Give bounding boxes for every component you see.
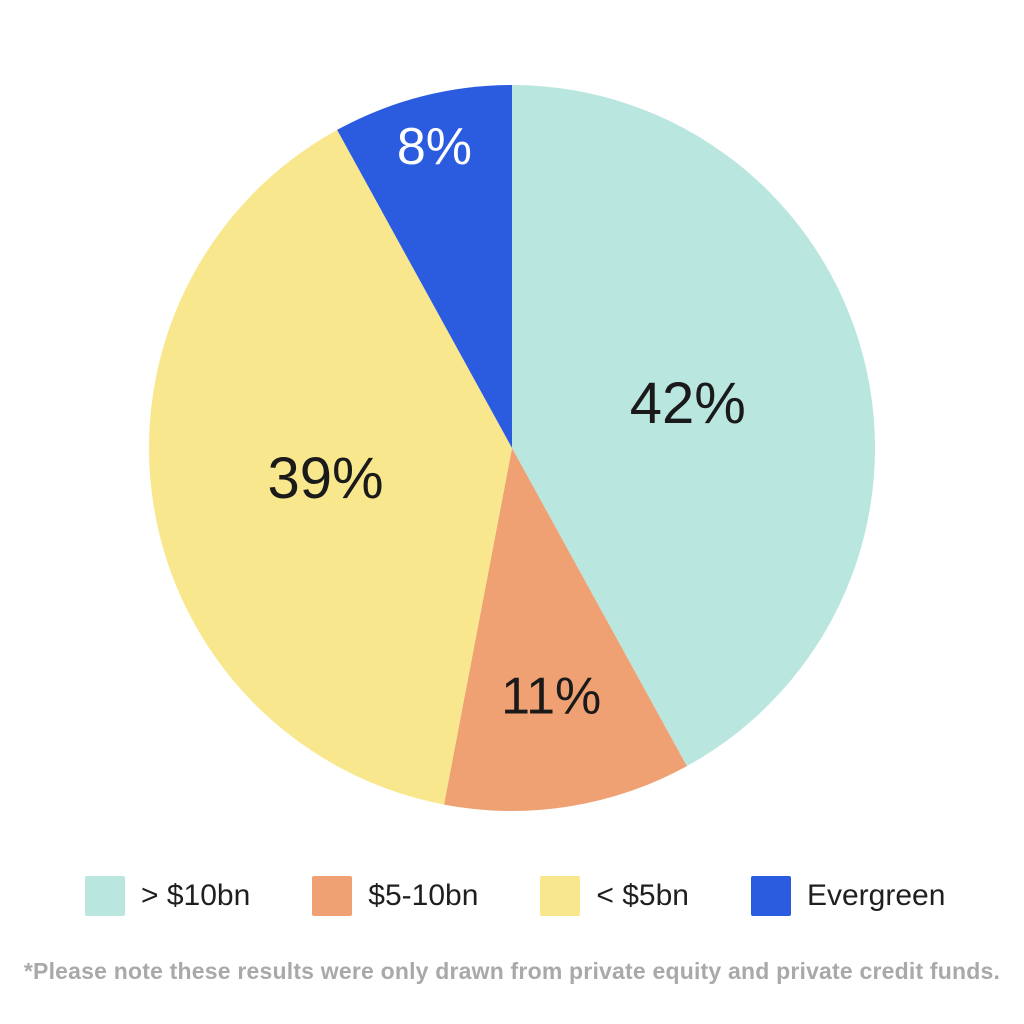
pie-slice-1: [443, 448, 687, 812]
chart-legend: > $10bn $5-10bn < $5bn Evergreen: [85, 876, 945, 916]
pie-slice-3: [337, 85, 512, 448]
pie-slice-percent-label-3: 8%: [397, 118, 472, 176]
legend-item-2: < $5bn: [540, 876, 689, 916]
legend-label: Evergreen: [806, 879, 946, 912]
legend-swatch-icon: [85, 876, 125, 916]
pie-slice-0: [512, 85, 876, 767]
pie-slice-2: [148, 129, 513, 805]
legend-swatch-icon: [312, 876, 353, 916]
legend-swatch-icon: [540, 876, 581, 916]
pie-slice-percent-label-0: 42%: [630, 371, 746, 436]
chart-footnote: *Please note these results were only dra…: [23, 958, 1001, 984]
legend-item-3: Evergreen: [750, 876, 946, 916]
legend-label: < $5bn: [596, 879, 689, 912]
pie-slice-percent-label-2: 39%: [268, 446, 384, 511]
legend-label: $5-10bn: [368, 879, 479, 912]
legend-item-0: > $10bn: [85, 876, 250, 916]
legend-item-1: $5-10bn: [312, 876, 478, 916]
legend-swatch-icon: [750, 876, 791, 916]
legend-label: > $10bn: [141, 879, 251, 912]
pie-slice-percent-label-1: 11%: [501, 668, 601, 726]
